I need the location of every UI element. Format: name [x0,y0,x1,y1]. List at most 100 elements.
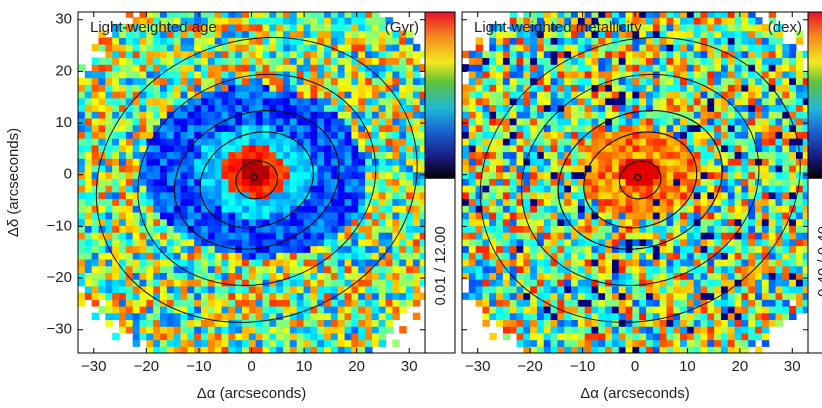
map-cell [105,238,113,247]
map-cell [419,211,425,220]
map-cell [734,191,743,200]
map-cell [625,84,633,92]
map-cell [646,285,654,294]
map-cell [782,50,790,59]
map-cell [475,191,484,200]
map-cell [296,70,305,79]
map-cell [248,191,257,200]
map-cell [652,151,661,159]
map-cell [530,265,538,273]
map-cell [146,84,154,92]
map-cell [714,319,722,327]
map-cell [105,77,113,85]
map-cell [412,64,421,72]
map-cell [523,97,531,106]
map-cell [173,285,182,294]
map-cell [207,198,216,206]
map-cell [571,158,579,166]
map-cell [625,265,633,273]
map-cell [337,265,346,273]
map-cell [707,158,715,166]
map-cell [419,272,425,280]
map-cell [166,151,175,159]
map-cell [707,326,715,334]
map-cell [385,17,394,25]
map-cell [557,50,565,59]
map-cell [700,312,708,321]
map-cell [153,265,161,273]
map-cell [207,272,216,280]
map-cell [768,17,777,25]
map-cell [720,77,729,85]
map-cell [502,225,511,233]
map-cell [119,84,127,92]
map-cell [748,44,756,52]
map-cell [536,57,545,65]
map-cell [496,265,504,273]
map-cell [693,144,702,153]
map-cell [194,144,202,153]
map-cell [153,292,161,300]
map-cell [761,339,770,347]
map-cell [221,232,229,240]
map-cell [330,50,339,59]
map-cell [673,111,681,119]
map-cell [91,124,100,132]
map-cell [496,50,504,59]
map-cell [734,265,743,273]
map-cell [693,252,702,260]
map-cell [125,185,134,193]
map-cell [462,205,470,213]
map-cell [365,326,373,334]
map-cell [550,312,559,321]
map-cell [248,138,257,146]
map-cell [303,252,311,260]
map-cell [125,23,134,32]
map-cell [734,50,743,59]
map-cell [536,225,545,233]
map-cell [618,178,627,186]
map-cell [419,97,425,106]
map-cell [625,117,633,126]
map-cell [228,70,236,79]
map-cell [419,279,425,287]
map-cell [412,245,421,253]
map-cell [317,17,325,25]
map-cell [412,272,421,280]
map-cell [802,238,808,247]
map-cell [625,252,633,260]
map-cell [591,285,599,294]
map-cell [686,312,695,321]
map-cell [221,272,229,280]
map-cell [523,111,531,119]
map-cell [584,292,593,300]
map-cell [707,299,715,307]
map-cell [755,131,763,139]
map-cell [365,245,373,253]
map-cell [727,84,736,92]
map-cell [337,164,346,173]
map-cell [516,70,524,79]
map-cell [652,12,661,18]
map-cell [680,198,688,206]
map-cell [378,225,387,233]
map-cell [680,205,688,213]
map-cell [139,326,147,334]
map-cell [166,158,175,166]
map-cell [392,77,400,85]
map-cell [516,326,524,334]
map-cell [276,12,284,18]
map-cell [652,252,661,260]
map-cell [741,30,749,38]
map-cell [296,84,305,92]
map-cell [153,77,161,85]
map-cell [516,205,524,213]
map-cell [530,218,538,226]
map-cell [385,91,394,99]
map-cell [371,292,380,300]
map-cell [296,245,305,253]
map-cell [173,151,182,159]
map-cell [166,339,175,347]
map-cell [173,124,182,132]
map-cell [91,279,100,287]
